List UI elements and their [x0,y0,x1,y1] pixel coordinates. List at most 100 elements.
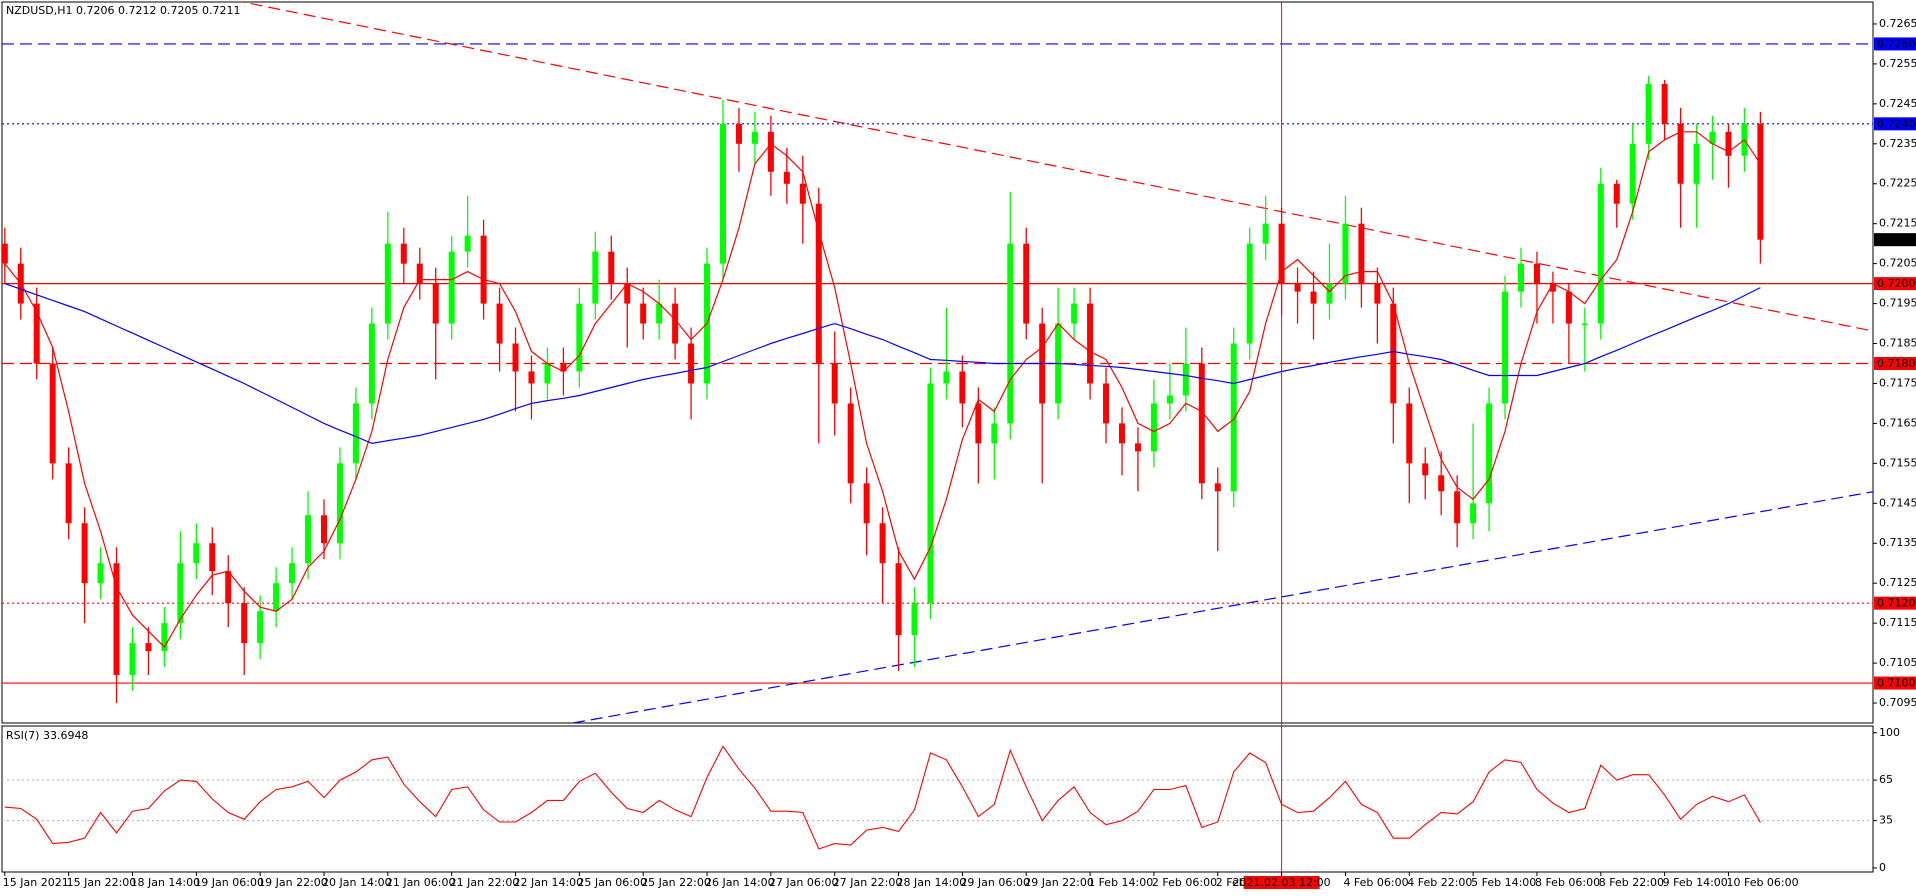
level-label: 0.7260 [1877,37,1916,50]
candle-body [305,515,312,564]
trendline [572,491,1873,723]
x-tick-label: 29 Jan 06:00 [960,876,1030,889]
candle-body [273,583,280,612]
x-tick-label: 26 Jan 14:00 [705,876,775,889]
x-tick-label: 25 Jan 06:00 [577,876,647,889]
candle-body [2,243,8,264]
candle-body [352,403,359,464]
candle-body [81,523,88,584]
candle-body [592,251,599,304]
candle-body [1757,123,1764,240]
level-label: 0.7200 [1877,277,1916,290]
candle-body [193,543,200,564]
candle-body [1342,223,1349,284]
level-tag [1874,596,1916,610]
x-tick-label: 25 Jan 22:00 [641,876,711,889]
candle-body [831,363,838,404]
rsi-panel [2,745,1873,850]
candle-body [1661,83,1668,124]
candle-body [1087,303,1094,384]
candle-body [751,131,758,144]
candle-body [1709,131,1716,144]
x-tick-label: 21 Jan 22:00 [450,876,520,889]
level-tag [1874,676,1916,690]
main-frame [1,1,1874,724]
x-tick-label: 19 Jan 06:00 [194,876,264,889]
candle-body [1422,463,1429,476]
candle-body [241,603,248,644]
candle-body [65,463,72,524]
candle-body [560,363,567,372]
candle-body [735,123,742,144]
candle-body [1470,503,1477,524]
x-tick-label: 20 Jan 14:00 [322,876,392,889]
y-tick-label: 0.7245 [1879,97,1916,110]
candle-body [1613,183,1620,204]
y-tick-label: 0.7225 [1879,177,1916,190]
x-tick-label: 21 Jan 06:00 [386,876,456,889]
rsi-line [4,745,1761,850]
candle-body [1533,263,1540,284]
candle-body [113,563,120,676]
candle-body [416,263,423,284]
candle-body [1119,423,1125,444]
x-tick-label: 10 Feb 06:00 [1726,876,1798,889]
candle-body [1645,83,1652,144]
candle-body [1246,243,1253,344]
candle-body [1134,443,1141,452]
y-tick-label: 0.7195 [1879,297,1916,310]
candle-body [975,403,982,444]
candle-body [1007,243,1014,424]
level-label: 0.7180 [1877,357,1916,370]
candle-body [257,611,264,644]
candle-body [720,123,726,264]
y-tick-label: 0.7255 [1879,57,1916,70]
x-tick-label: 2 Feb 06:00 [1152,876,1217,889]
candle-body [1198,363,1205,484]
candle-body [512,343,519,372]
candle-body [1693,143,1700,184]
y-tick-label: 0.7155 [1879,456,1916,469]
candle-body [129,643,136,676]
x-tick-label: 27 Jan 22:00 [833,876,903,889]
x-tick-label: 9 Feb 14:00 [1663,876,1728,889]
candle-body [1326,283,1333,304]
candle-body [1502,291,1509,404]
candle-body [815,203,822,364]
moving-average [4,283,1761,445]
x-tick-label: 27 Jan 06:00 [769,876,839,889]
candle-body [432,283,439,324]
candle-body [177,563,184,624]
chart-title: NZDUSD,H1 0.7206 0.7212 0.7205 0.7211 [6,4,240,17]
candle-body [161,623,168,652]
candle-body [911,603,918,636]
x-tick-label: 8 Feb 06:00 [1535,876,1600,889]
rsi-frame [1,725,1874,873]
y-tick-label: 0.7205 [1879,257,1916,270]
candle-body [49,363,56,464]
candle-body [480,235,487,304]
x-tick-label: 5 Feb 14:00 [1471,876,1536,889]
candle-body [496,303,503,344]
y-tick-label: 0.7215 [1879,217,1916,230]
candle-body [1230,343,1237,492]
x-tick-label: 29 Jan 22:00 [1024,876,1094,889]
candle-body [1597,183,1604,324]
candle-body [799,183,806,204]
candle-body [400,243,407,264]
candle-body [1677,123,1684,184]
candle-body [464,235,471,252]
candle-body [1454,491,1461,524]
candle-body [448,251,455,324]
y-tick-label: 0.7165 [1879,416,1916,429]
candle-body [289,563,296,584]
candle-body [1549,283,1556,292]
y-tick-label: 0.7125 [1879,576,1916,589]
candle-body [927,383,934,604]
candle-body [544,363,551,384]
candle-body [528,371,535,384]
candle-body [1518,263,1524,292]
candle-body [1310,291,1317,304]
rsi-tick-label: 0 [1879,861,1886,874]
